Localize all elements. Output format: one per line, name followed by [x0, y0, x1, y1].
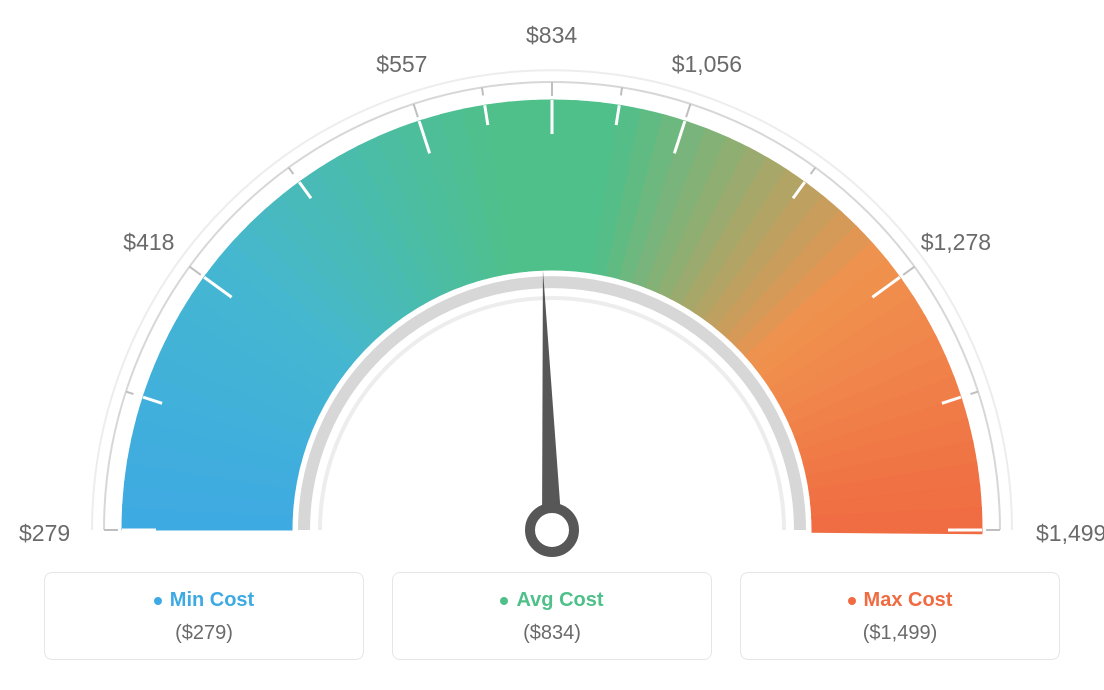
legend-title-min: Min Cost: [154, 589, 254, 612]
legend-value-min: ($279): [45, 622, 363, 645]
gauge-tick-label: $1,499: [1036, 520, 1104, 547]
gauge-tick-label: $1,056: [672, 51, 742, 78]
legend-value-max: ($1,499): [741, 622, 1059, 645]
gauge-chart: $279 $418 $557 $834 $1,056 $1,278 $1,499: [0, 0, 1104, 560]
legend-card-max: Max Cost ($1,499): [740, 572, 1060, 660]
legend-title-text-min: Min Cost: [170, 589, 254, 612]
legend-title-text-max: Max Cost: [864, 589, 953, 612]
legend-title-max: Max Cost: [848, 589, 953, 612]
gauge-tick-label: $834: [526, 22, 577, 49]
legend-dot-min: [154, 597, 162, 605]
gauge-tick-label: $557: [376, 51, 427, 78]
legend-value-avg: ($834): [393, 622, 711, 645]
legend-dot-avg: [500, 597, 508, 605]
gauge-tick-label: $418: [123, 229, 174, 256]
gauge-tick-label: $279: [19, 520, 70, 547]
legend-row: Min Cost ($279) Avg Cost ($834) Max Cost…: [0, 572, 1104, 660]
legend-title-text-avg: Avg Cost: [516, 589, 603, 612]
legend-card-min: Min Cost ($279): [44, 572, 364, 660]
legend-dot-max: [848, 597, 856, 605]
legend-title-avg: Avg Cost: [500, 589, 603, 612]
gauge-tick-label: $1,278: [921, 229, 991, 256]
gauge-svg: [0, 0, 1104, 560]
legend-card-avg: Avg Cost ($834): [392, 572, 712, 660]
